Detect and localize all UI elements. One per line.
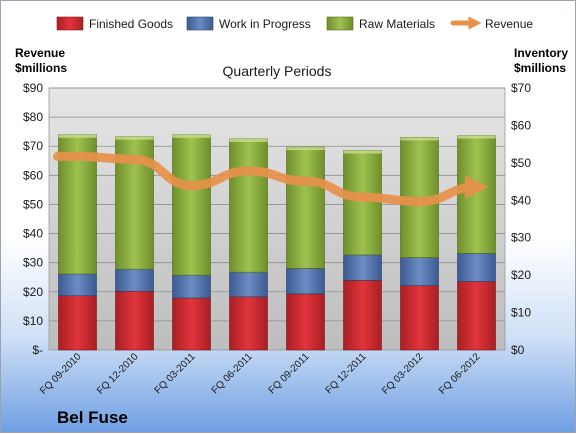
bar-work-in-progress xyxy=(457,253,496,282)
right-tick-label: $40 xyxy=(511,193,531,207)
legend: Finished Goods Work in Progress Raw Mate… xyxy=(56,16,533,31)
right-axis-ticks: $0 $10 $20 $30 $40 $50 $60 $70 xyxy=(511,81,531,357)
left-tick-label: $60 xyxy=(23,168,43,182)
bar-finished-goods xyxy=(172,297,211,351)
legend-label-work-in-progress: Work in Progress xyxy=(219,17,311,31)
legend-item-finished-goods: Finished Goods xyxy=(56,16,173,31)
bar-top-highlight xyxy=(457,135,496,139)
x-axis-ticks: FQ 09-2010 FQ 12-2010 FQ 03-2011 FQ 06-2011… xyxy=(38,351,483,397)
legend-item-raw-materials: Raw Materials xyxy=(326,16,435,31)
x-tick-label: FQ 09-2011 xyxy=(267,351,312,396)
legend-item-revenue: Revenue xyxy=(450,16,533,31)
left-tick-label: $80 xyxy=(23,110,43,124)
bar-top-highlight xyxy=(115,136,154,140)
x-tick-label: FQ 12-2011 xyxy=(324,351,369,396)
x-tick-label: FQ 06-2011 xyxy=(210,351,255,396)
bar-work-in-progress xyxy=(58,273,97,297)
bar-work-in-progress xyxy=(229,271,268,298)
left-axis-ticks: $- $10 $20 $30 $40 $50 $60 $70 $80 $90 xyxy=(23,81,43,357)
bar-raw-materials xyxy=(172,134,211,276)
left-tick-label: $70 xyxy=(23,139,43,153)
bar-raw-materials xyxy=(229,138,268,273)
chart-subtitle: Quarterly Periods xyxy=(223,63,332,79)
right-tick-label: $30 xyxy=(511,231,531,245)
right-tick-label: $0 xyxy=(511,343,525,357)
bar-work-in-progress xyxy=(115,268,154,292)
bar-top-highlight xyxy=(229,138,268,142)
bar-top-highlight xyxy=(400,137,439,141)
bar-raw-materials xyxy=(343,150,382,256)
legend-label-revenue: Revenue xyxy=(485,17,533,31)
x-tick-label: FQ 06-2012 xyxy=(437,351,483,397)
bar-finished-goods xyxy=(400,285,439,351)
right-tick-label: $50 xyxy=(511,156,531,170)
bar-work-in-progress xyxy=(400,257,439,286)
legend-item-work-in-progress: Work in Progress xyxy=(186,16,311,31)
bar-raw-materials xyxy=(457,135,496,254)
revenue-line xyxy=(53,151,489,207)
left-tick-label: $50 xyxy=(23,197,43,211)
right-tick-label: $70 xyxy=(511,81,531,95)
bar-finished-goods xyxy=(58,295,97,351)
left-tick-label: $90 xyxy=(23,81,43,95)
bar-top-highlight xyxy=(172,134,211,138)
bar-top-highlight xyxy=(343,150,382,154)
legend-label-finished-goods: Finished Goods xyxy=(89,17,173,31)
bar-work-in-progress xyxy=(343,254,382,281)
bar-top-highlight xyxy=(58,134,97,138)
x-tick-label: FQ 09-2010 xyxy=(38,351,84,397)
bar-finished-goods xyxy=(115,290,154,351)
x-tick-label: FQ 03-2012 xyxy=(380,351,426,397)
right-axis-title-line-2: $millions xyxy=(514,61,566,75)
bar-finished-goods xyxy=(343,280,382,351)
right-tick-label: $20 xyxy=(511,268,531,282)
x-tick-label: FQ 03-2011 xyxy=(153,351,198,396)
right-tick-label: $10 xyxy=(511,306,531,320)
bar-top-highlight xyxy=(286,147,325,151)
left-axis-title-line-1: Revenue xyxy=(15,46,65,60)
left-tick-label: $40 xyxy=(23,227,43,241)
right-axis-title-line-1: Inventory xyxy=(514,46,568,60)
bar-raw-materials xyxy=(286,146,325,269)
right-tick-label: $60 xyxy=(511,118,531,132)
bar-finished-goods xyxy=(457,281,496,351)
left-tick-label: $30 xyxy=(23,256,43,270)
left-tick-label: $10 xyxy=(23,314,43,328)
left-tick-label: $- xyxy=(32,343,43,357)
legend-label-raw-materials: Raw Materials xyxy=(359,17,435,31)
bar-work-in-progress xyxy=(172,274,211,299)
bar-finished-goods xyxy=(286,293,325,351)
revenue-line-layer xyxy=(53,151,489,207)
x-tick-label: FQ 12-2010 xyxy=(95,351,141,397)
bar-finished-goods xyxy=(229,296,268,351)
company-name: Bel Fuse xyxy=(57,408,128,427)
left-tick-label: $20 xyxy=(23,285,43,299)
bar-work-in-progress xyxy=(286,268,325,295)
left-axis-title-line-2: $millions xyxy=(15,61,67,75)
